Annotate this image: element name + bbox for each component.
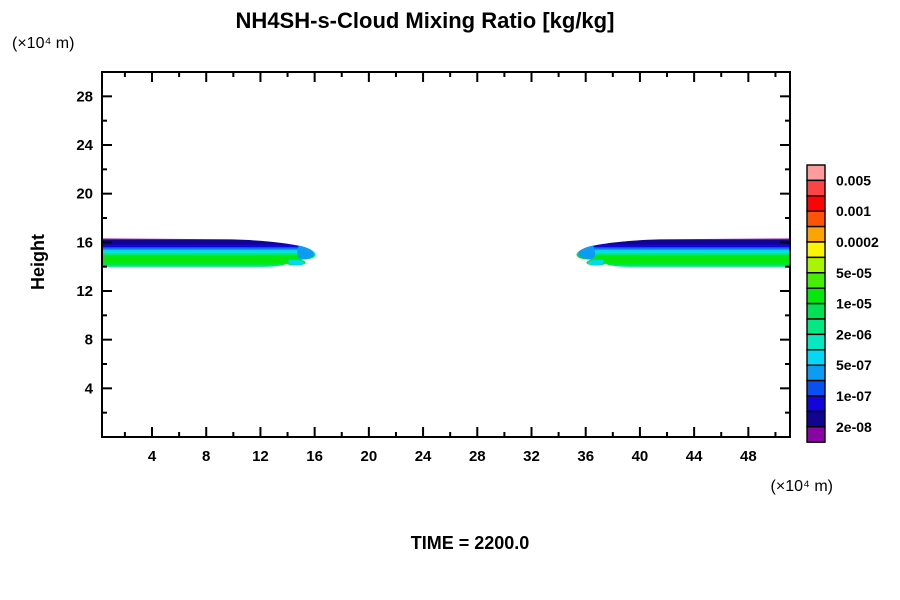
colorbar-tick-label: 1e-07 [836,388,872,404]
x-tick-label: 8 [202,448,210,465]
y-tick-label: 8 [85,332,93,349]
colorbar-cell [806,256,826,274]
y-axis-units-label: (×10⁴ m) [12,35,74,52]
right-band-hook [587,259,604,266]
colorbar-cell [806,379,826,397]
colorbar [806,164,826,443]
colorbar-labels: 0.005 0.001 0.0002 5e-05 1e-05 2e-06 5e-07 1e-0… [836,172,879,434]
x-tick-label: 32 [523,448,540,465]
colorbar-cell [806,210,826,228]
colorbar-cell [806,395,826,413]
y-tick-label: 24 [76,137,93,154]
left-band-tip [296,245,314,260]
left-band-hook [288,259,305,266]
right-cloud-band [576,238,790,267]
y-axis-title: Height [28,234,48,290]
left-cloud-band [102,238,316,267]
time-annotation: TIME = 2200.0 [411,533,530,553]
colorbar-tick-label: 5e-05 [836,265,872,281]
x-tick-label: 16 [306,448,323,465]
colorbar-tick-label: 5e-07 [836,357,872,373]
plot-frame [101,71,791,438]
colorbar-tick-label: 0.005 [836,172,871,188]
colorbar-tick-label: 0.0002 [836,234,879,250]
y-tick-label: 12 [76,283,93,300]
x-tick-labels: 4 8 12 16 20 24 28 32 36 40 44 48 [148,448,757,465]
colorbar-cell [806,241,826,259]
chart-title: NH4SH-s-Cloud Mixing Ratio [kg/kg] [236,8,615,33]
x-tick-label: 24 [415,448,432,465]
axis-ticks [102,72,790,437]
colorbar-cell [806,302,826,320]
y-tick-label: 28 [76,88,93,105]
colorbar-cell [806,272,826,289]
colorbar-cell [806,349,826,366]
colorbar-tick-label: 0.001 [836,203,871,219]
colorbar-cell [806,318,826,336]
colorbar-tick-label: 2e-06 [836,326,872,342]
y-tick-labels: 4 8 12 16 20 24 28 [76,88,93,397]
x-tick-label: 40 [632,448,649,465]
x-tick-label: 4 [148,448,157,465]
y-tick-label: 20 [76,186,93,203]
colorbar-cell [806,164,826,182]
colorbar-cell [806,364,826,382]
x-tick-label: 28 [469,448,486,465]
colorbar-cell [806,287,826,305]
colorbar-cell [806,179,826,197]
x-tick-label: 44 [686,448,703,465]
colorbar-cell [806,410,826,428]
colorbar-tick-label: 2e-08 [836,419,872,435]
x-axis-units-label: (×10⁴ m) [771,478,833,495]
colorbar-cell [806,333,826,351]
y-tick-label: 4 [85,380,94,397]
x-tick-label: 20 [361,448,378,465]
cloud-bands [102,238,790,267]
right-band-tip [578,245,596,260]
colorbar-tick-label: 1e-05 [836,296,872,312]
x-tick-label: 48 [740,448,757,465]
x-tick-label: 36 [577,448,594,465]
colorbar-cell [806,426,826,443]
colorbar-cell [806,195,826,212]
colorbar-cell [806,225,826,243]
x-tick-label: 12 [252,448,269,465]
y-tick-label: 16 [76,234,93,251]
